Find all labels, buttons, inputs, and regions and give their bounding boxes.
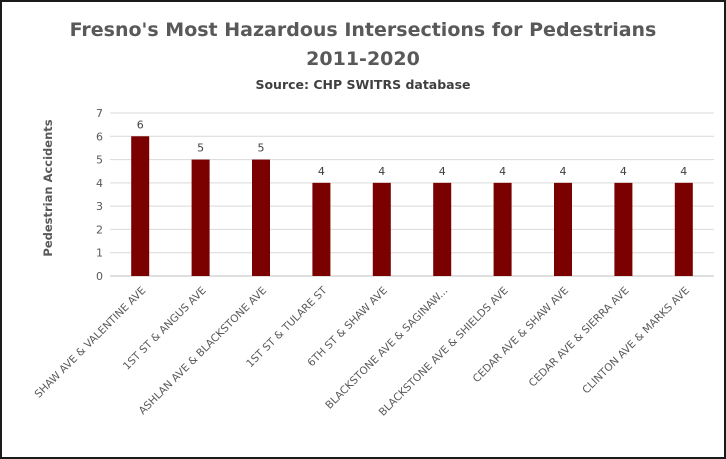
data-label: 4 [499, 165, 506, 178]
x-tick-label: CEDAR AVE & SHAW AVE [471, 285, 571, 385]
bars [131, 136, 693, 276]
bar [554, 182, 572, 276]
chart-title-line2: 2011-2020 [306, 48, 420, 70]
data-label: 4 [680, 165, 687, 178]
bar [614, 182, 633, 276]
chart-title: Fresno's Most Hazardous Intersections fo… [70, 19, 657, 41]
y-tick-label: 1 [96, 247, 103, 260]
data-label: 6 [137, 118, 144, 131]
data-label: 4 [560, 165, 567, 178]
x-tick-label: BLACKSTONE AVE & SAGINAW... [323, 285, 450, 412]
bar [131, 136, 150, 276]
y-tick-label: 3 [96, 200, 103, 213]
x-tick-label: CEDAR AVE & SIERRA AVE [527, 285, 632, 390]
data-labels: 6 5 5 4 4 4 4 4 4 4 [137, 118, 688, 178]
y-axis-label: Pedestrian Accidents [41, 119, 55, 256]
bar [674, 182, 693, 276]
x-tick-label: CLINTON AVE & MARKS AVE [580, 285, 692, 397]
chart-subtitle: Source: CHP SWITRS database [255, 77, 470, 92]
y-tick-label: 0 [96, 270, 103, 283]
y-tick-label: 7 [96, 107, 103, 120]
x-tick-label: BLACKSTONE AVE & SHIELDS AVE [377, 285, 511, 419]
y-tick-label: 6 [96, 130, 103, 143]
y-tick-label: 4 [96, 177, 103, 190]
y-axis-ticks: 0 1 2 3 4 5 6 7 [96, 107, 103, 283]
bar [252, 159, 270, 276]
bar [433, 182, 452, 276]
bar [493, 182, 512, 276]
data-label: 5 [258, 142, 265, 155]
data-label: 4 [378, 165, 385, 178]
bar [372, 182, 391, 276]
data-label: 5 [197, 142, 204, 155]
x-tick-label: SHAW AVE & VALENTINE AVE [33, 285, 149, 401]
data-label: 4 [439, 165, 446, 178]
data-label: 4 [318, 165, 325, 178]
gridlines [110, 112, 714, 277]
data-label: 4 [620, 165, 627, 178]
y-tick-label: 2 [96, 223, 103, 236]
bar [191, 159, 210, 276]
bar [312, 182, 331, 276]
x-tick-label: ASHLAN AVE & BLACKSTONE AVE [137, 285, 270, 418]
y-tick-label: 5 [96, 154, 103, 167]
